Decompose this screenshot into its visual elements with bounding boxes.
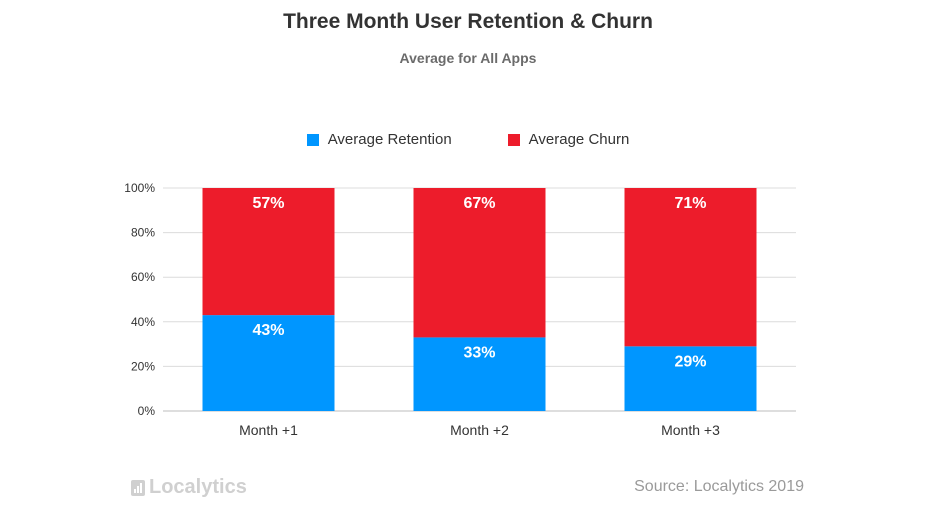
bar-churn xyxy=(202,188,335,316)
source-note: Source: Localytics 2019 xyxy=(634,478,804,495)
data-label-churn: 71% xyxy=(674,195,706,212)
y-tick-label: 100% xyxy=(124,181,155,195)
bar-churn xyxy=(413,188,546,338)
y-tick-label: 20% xyxy=(131,359,155,373)
data-label-retention: 43% xyxy=(252,322,284,339)
legend-label-churn: Average Churn xyxy=(528,131,630,148)
data-label-retention: 29% xyxy=(674,353,706,370)
x-tick-label: Month +2 xyxy=(450,422,509,438)
legend-item-churn: Average Churn xyxy=(507,131,630,148)
y-tick-label: 40% xyxy=(131,315,155,329)
bar-retention xyxy=(413,337,546,411)
data-label-churn: 57% xyxy=(252,195,284,212)
legend-item-retention: Average Retention xyxy=(306,131,452,148)
chart-title: Three Month User Retention & Churn xyxy=(283,10,653,33)
legend-label-retention: Average Retention xyxy=(327,131,452,148)
y-tick-label: 0% xyxy=(138,404,156,418)
bar-churn xyxy=(624,188,757,347)
y-tick-label: 60% xyxy=(131,270,155,284)
brand-logo: Localytics xyxy=(131,476,247,499)
x-tick-label: Month +1 xyxy=(239,422,298,438)
legend-swatch-retention xyxy=(306,133,319,146)
legend: Average Retention Average Churn xyxy=(0,131,936,148)
brand-name: Localytics xyxy=(149,476,247,498)
bar-retention xyxy=(202,315,335,411)
y-tick-label: 80% xyxy=(131,226,155,240)
data-label-churn: 67% xyxy=(463,195,495,212)
localytics-logo-icon xyxy=(131,479,145,496)
bar-retention xyxy=(624,346,757,411)
chart-subtitle: Average for All Apps xyxy=(399,50,537,66)
x-tick-label: Month +3 xyxy=(661,422,720,438)
data-label-retention: 33% xyxy=(463,344,495,361)
legend-swatch-churn xyxy=(507,133,520,146)
